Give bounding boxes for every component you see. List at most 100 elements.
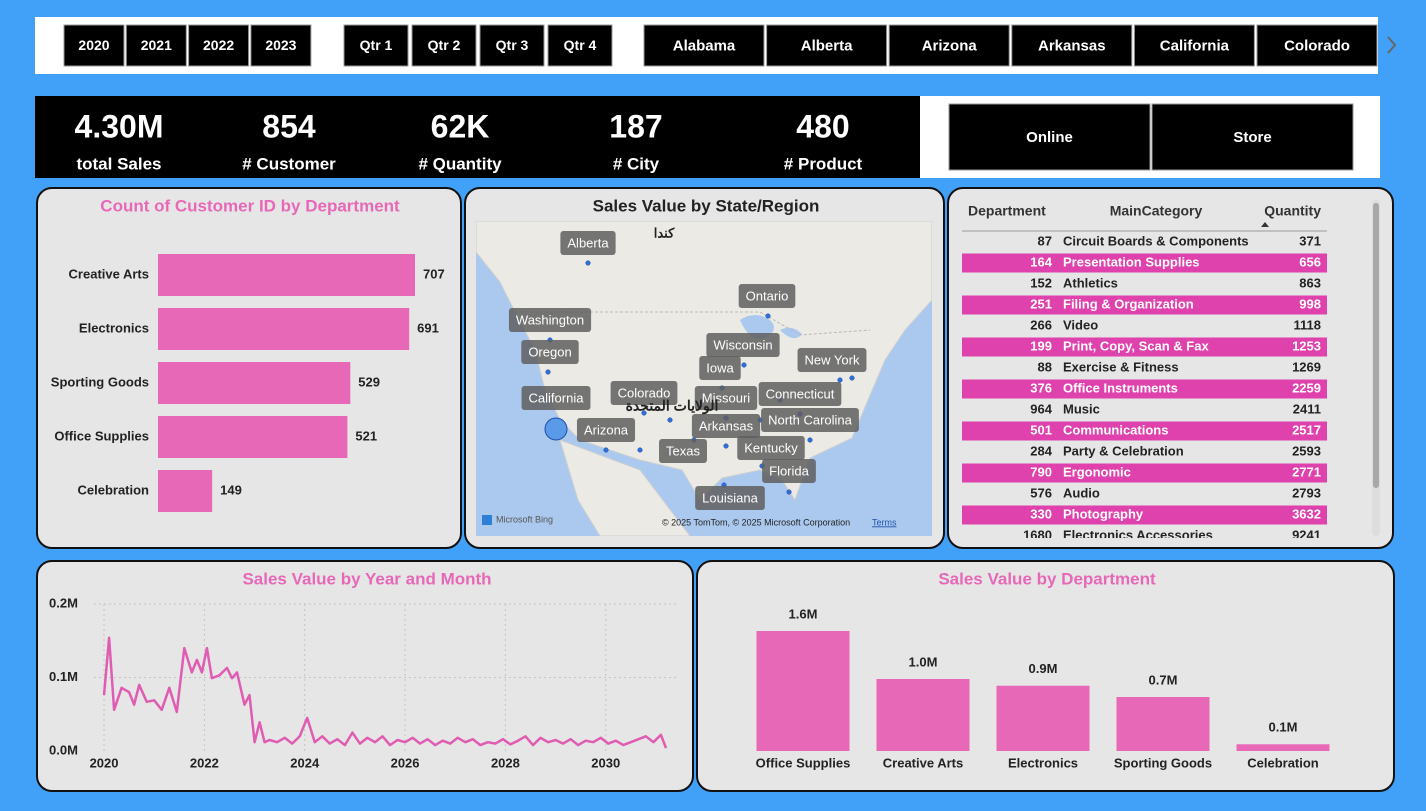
map-label-box [659, 439, 707, 463]
map-label-box [691, 414, 761, 438]
slicer-label[interactable]: Qtr 4 [564, 37, 597, 53]
map-bubble [637, 447, 643, 453]
table-cell: 1118 [1294, 317, 1322, 332]
map-label-box [699, 356, 741, 380]
map-border [515, 311, 871, 336]
slicer-button[interactable] [125, 24, 187, 67]
chart-title: Sales Value by Department [938, 569, 1156, 588]
slicer-label[interactable]: 2020 [78, 37, 109, 53]
y-tick-label: 0.1M [49, 669, 78, 684]
scroll-thumb[interactable] [1373, 203, 1379, 488]
map-label: Missouri [702, 390, 751, 405]
slicer-label[interactable]: Store [1233, 129, 1271, 146]
slicer-button[interactable] [479, 24, 545, 67]
scroll-arrow[interactable] [1387, 36, 1397, 54]
bar [1236, 744, 1330, 751]
kpi-bar [35, 96, 920, 178]
bar [158, 470, 213, 512]
map-label: Texas [666, 443, 700, 458]
bar [158, 416, 348, 458]
table-cell: 88 [1038, 359, 1052, 374]
table-cell: Circuit Boards & Components [1063, 233, 1249, 248]
map: Alberta Ontario Washington Oregon Wisconsin N… [476, 221, 932, 536]
map-label: New York [805, 352, 860, 367]
slicer-label[interactable]: 2021 [141, 37, 172, 53]
kpi-value: 62K [431, 108, 490, 144]
slicer-button[interactable] [1133, 24, 1255, 67]
country-label: كندا [654, 225, 675, 240]
x-tick-label: 2028 [491, 755, 520, 770]
map-label-box [521, 386, 591, 410]
slicer-button[interactable] [250, 24, 312, 67]
map-label-box [695, 486, 765, 510]
map-attribution: © 2025 TomTom, © 2025 Microsoft Corporat… [662, 517, 850, 527]
slicer-label[interactable]: California [1160, 37, 1230, 54]
table-body: 87 Circuit Boards & Components 371 164 Prese… [962, 233, 1327, 542]
slicer-button[interactable] [1151, 103, 1354, 171]
slicer-label[interactable]: Qtr 3 [496, 37, 529, 53]
table-cell: 2517 [1292, 422, 1321, 437]
map-label-box [508, 308, 592, 332]
x-tick-label: Electronics [1008, 755, 1078, 770]
x-tick-label: Office Supplies [756, 755, 851, 770]
map-label: Colorado [618, 385, 671, 400]
table-cell: 87 [1038, 233, 1052, 248]
table-cell: 164 [1030, 254, 1052, 269]
map-label-box [521, 340, 579, 364]
table-cell: 371 [1299, 233, 1321, 248]
kpi-value: 187 [609, 108, 662, 144]
map-title: Sales Value by State/Region [593, 196, 820, 215]
slicer-label[interactable]: 2022 [203, 37, 234, 53]
slicer-button[interactable] [948, 103, 1151, 171]
map-label: Alberta [567, 235, 609, 250]
slicer-button[interactable] [1256, 24, 1378, 67]
slicer-label[interactable]: 2023 [265, 37, 296, 53]
slicer-label[interactable]: Qtr 1 [360, 37, 393, 53]
slicer-label[interactable]: Qtr 2 [428, 37, 461, 53]
bing-logo [482, 515, 492, 525]
y-tick-label: 0.0M [49, 742, 78, 757]
slicer-label[interactable]: Alabama [673, 37, 736, 54]
table-cell: 330 [1030, 506, 1052, 521]
chart-title: Sales Value by Year and Month [242, 569, 491, 588]
table-row-bg [962, 253, 1327, 273]
bar [876, 679, 970, 751]
slicer-button[interactable] [411, 24, 477, 67]
map-label: Louisiana [702, 490, 758, 505]
terms-link[interactable]: Terms [872, 517, 897, 527]
slicer-button[interactable] [766, 24, 888, 67]
bing-label: Microsoft Bing [496, 514, 553, 524]
table-cell: Communications [1063, 422, 1168, 437]
table-cell: 790 [1030, 464, 1052, 479]
table-cell: Ergonomic [1063, 464, 1131, 479]
slicer-button[interactable] [643, 24, 765, 67]
kpi-label: total Sales [76, 154, 161, 173]
slicer-button[interactable] [188, 24, 250, 67]
table-cell: Presentation Supplies [1063, 254, 1200, 269]
table-cell: 1680 [1023, 527, 1052, 542]
slicer-button[interactable] [1011, 24, 1133, 67]
table-cell: 998 [1299, 296, 1321, 311]
table-cell: 266 [1030, 317, 1052, 332]
table-cell: 152 [1030, 275, 1052, 290]
slicer-button[interactable] [343, 24, 409, 67]
slicer-label[interactable]: Online [1026, 129, 1073, 146]
bar [756, 631, 850, 751]
slicer-button[interactable] [547, 24, 613, 67]
line-chart-card [36, 560, 694, 792]
slicer-button[interactable] [888, 24, 1010, 67]
table-cell: 9241 [1292, 527, 1321, 542]
slicer-label[interactable]: Arkansas [1038, 37, 1106, 54]
map-label: North Carolina [768, 412, 853, 427]
map-bubble [603, 447, 609, 453]
slicer-label[interactable]: Arizona [922, 37, 978, 54]
map-label: Florida [769, 463, 810, 478]
slicer-label[interactable]: Alberta [801, 37, 853, 54]
table-cell: 376 [1030, 380, 1052, 395]
map-label-box [761, 408, 859, 432]
slicer-label[interactable]: Colorado [1284, 37, 1350, 54]
y-tick-label: Office Supplies [54, 428, 149, 443]
slicer-button[interactable] [63, 24, 125, 67]
data-label: 0.1M [1269, 720, 1298, 735]
map-label: Kentucky [744, 440, 798, 455]
